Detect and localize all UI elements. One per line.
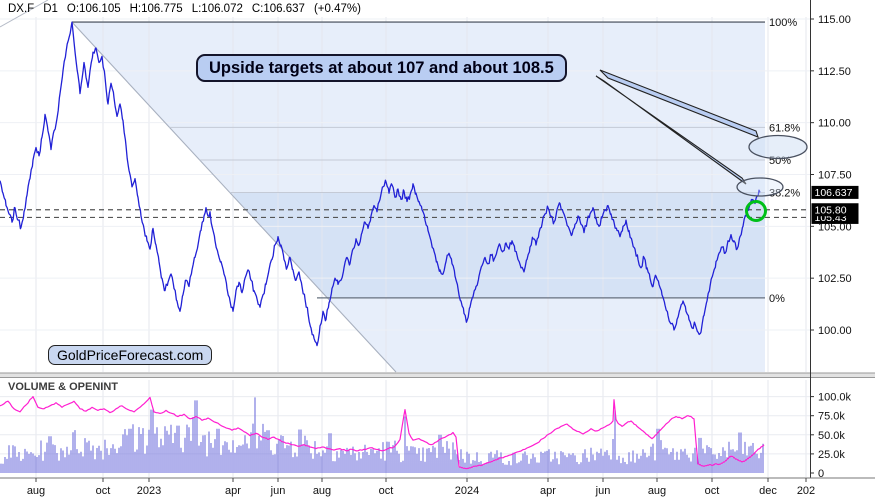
fib-level-label: 61.8% bbox=[769, 122, 800, 134]
y-axis-label: 115.00 bbox=[818, 14, 851, 26]
annotation-arrow bbox=[599, 69, 759, 138]
volume-axis-label: 0 bbox=[818, 468, 824, 480]
x-axis-label: aug bbox=[648, 485, 666, 497]
price-tag-bg bbox=[811, 203, 859, 217]
symbol-label: DX.F bbox=[8, 3, 35, 15]
x-axis-label: jun bbox=[270, 485, 286, 497]
price-tag: 105.80 bbox=[811, 203, 859, 217]
volume-panel-title: VOLUME & OPENINT bbox=[8, 381, 119, 393]
price-tag-text: 106.637 bbox=[815, 187, 853, 199]
fib-band-lower bbox=[327, 297, 765, 372]
high-value: H:106.775 bbox=[129, 3, 183, 15]
volume-bars bbox=[0, 397, 764, 473]
x-axis-label: oct bbox=[96, 485, 111, 497]
price-axis[interactable]: 115.00 112.50 110.00 107.50 105.00 102.50 100.… bbox=[810, 14, 852, 480]
y-axis-label: 112.50 bbox=[818, 66, 851, 78]
fib-drawing: 100%61.8%50%38.2%0% bbox=[0, 0, 810, 373]
open-interest-line bbox=[0, 396, 765, 470]
upper-left-trendline bbox=[0, 0, 49, 28]
volume-axis-label: 50.0k bbox=[818, 430, 845, 442]
fib-level-label: 100% bbox=[769, 17, 797, 29]
fib-band-mid bbox=[229, 192, 765, 298]
annotation-arrow bbox=[595, 75, 747, 185]
fib-band-upper bbox=[72, 22, 765, 193]
x-axis-label: oct bbox=[379, 485, 394, 497]
x-axis-label: dec bbox=[759, 485, 777, 497]
volume-axis-label: 100.0k bbox=[818, 392, 852, 404]
change-value: (+0.47%) bbox=[313, 3, 361, 15]
price-line bbox=[0, 21, 761, 347]
x-axis-label: 2023 bbox=[137, 485, 161, 497]
open-value: O:106.105 bbox=[66, 3, 121, 15]
volume-axis-label: 75.0k bbox=[818, 411, 845, 423]
y-axis-label: 100.00 bbox=[818, 325, 852, 337]
price-tag-bg bbox=[811, 185, 859, 199]
panel-divider bbox=[0, 373, 875, 377]
descending-trendline bbox=[71, 21, 397, 373]
current-price-highlight-circle bbox=[745, 200, 767, 222]
watermark-badge: GoldPriceForecast.com bbox=[48, 345, 213, 365]
ohlc-header: DX.F D1 O:106.105 H:106.775 L:106.072 C:106.6… bbox=[8, 3, 370, 15]
target-ellipse-large bbox=[748, 134, 808, 160]
low-value: L:106.072 bbox=[191, 3, 243, 15]
time-axis[interactable]: aug oct 2023 apr jun aug oct 2024 apr jun aug oct de… bbox=[27, 478, 815, 497]
y-axis-label: 107.50 bbox=[818, 170, 852, 182]
fib-level-label: 38.2% bbox=[769, 188, 800, 200]
y-axis-label: 105.00 bbox=[818, 221, 852, 233]
x-axis-label: apr bbox=[540, 485, 556, 497]
volume-axis-label: 25.0k bbox=[818, 449, 845, 461]
price-tag: 106.637 bbox=[811, 185, 859, 199]
price-tag-text: 105.80 bbox=[815, 205, 847, 217]
x-axis-label: jun bbox=[595, 485, 611, 497]
x-axis-label: 202 bbox=[797, 485, 815, 497]
annotation-callout: Upside targets at about 107 and about 10… bbox=[196, 54, 567, 82]
y-axis-label: 102.50 bbox=[818, 273, 852, 285]
y-axis-label: 110.00 bbox=[818, 118, 851, 130]
fib-level-label: 0% bbox=[769, 293, 785, 305]
x-axis-label: aug bbox=[313, 485, 331, 497]
close-value: C:106.637 bbox=[251, 3, 305, 15]
x-axis-label: apr bbox=[225, 485, 241, 497]
target-ellipse-small bbox=[736, 177, 784, 197]
x-axis-label: aug bbox=[27, 485, 45, 497]
x-axis-label: 2024 bbox=[455, 485, 479, 497]
x-axis-label: oct bbox=[705, 485, 720, 497]
timeframe-label: D1 bbox=[43, 3, 58, 15]
